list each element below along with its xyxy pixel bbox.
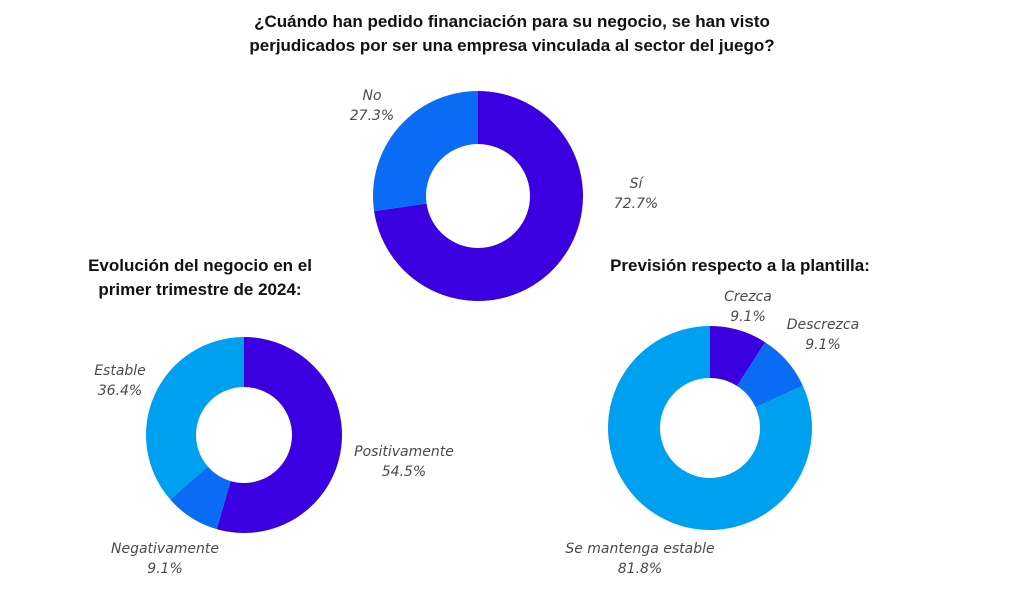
slice-label-name: Crezca [724,289,772,305]
slice-label-name: Estable [94,363,146,379]
donut-chart-financing: Sí 72.7% No 27.3% [350,88,658,301]
chart-title-evolution-line-2: primer trimestre de 2024: [98,280,302,299]
chart-title-staff-forecast: Previsión respecto a la plantilla: [590,254,890,278]
slice-no [372,91,478,212]
slice-label-value: 81.8% [618,561,662,577]
chart-title-evolution: Evolución del negocio en el primer trime… [70,254,330,302]
slice-si [374,91,583,301]
slice-label-descrezca: Descrezca 9.1% [787,317,859,353]
donut-chart-evolution: Positivamente 54.5% Negativamente 9.1% Estab… [94,337,454,577]
slice-label-value: 36.4% [98,383,142,399]
slice-label-name: Se mantenga estable [565,541,714,557]
chart-title-staff-forecast-line-1: Previsión respecto a la plantilla: [610,256,870,275]
chart-title-financing: ¿Cuándo han pedido financiación para su … [0,10,1024,58]
chart-title-evolution-line-1: Evolución del negocio en el [88,256,312,275]
slice-label-si: Sí 72.7% [614,176,658,212]
chart-title-financing-line-1: ¿Cuándo han pedido financiación para su … [254,12,770,31]
slice-crezca [710,326,766,386]
slice-label-value: 9.1% [805,337,841,353]
slice-label-name: Positivamente [354,444,454,460]
chart-title-financing-line-2: perjudicados por ser una empresa vincula… [249,36,775,55]
slice-se-mantenga-estable [608,326,812,530]
slice-label-negativamente: Negativamente 9.1% [111,541,219,577]
donut-chart-staff-forecast: Crezca 9.1% Descrezca 9.1% Se mantenga estab… [565,289,859,577]
slice-label-se-mantenga-estable: Se mantenga estable 81.8% [565,541,714,577]
slice-label-crezca: Crezca 9.1% [724,289,772,325]
slice-label-value: 9.1% [147,561,183,577]
slice-label-name: No [362,88,381,104]
slice-descrezca [737,342,803,408]
slice-negativamente [170,466,231,530]
slice-label-value: 54.5% [382,464,426,480]
slice-label-no: No 27.3% [350,88,394,124]
slice-estable [146,337,244,500]
slice-label-name: Negativamente [111,541,219,557]
slice-label-value: 72.7% [614,196,658,212]
slice-label-positivamente: Positivamente 54.5% [354,444,454,480]
slice-label-value: 9.1% [730,309,766,325]
slice-positivamente [216,337,343,534]
slice-label-name: Descrezca [787,317,859,333]
slice-label-value: 27.3% [350,108,394,124]
slice-label-estable: Estable 36.4% [94,363,146,399]
slice-label-name: Sí [630,176,645,192]
